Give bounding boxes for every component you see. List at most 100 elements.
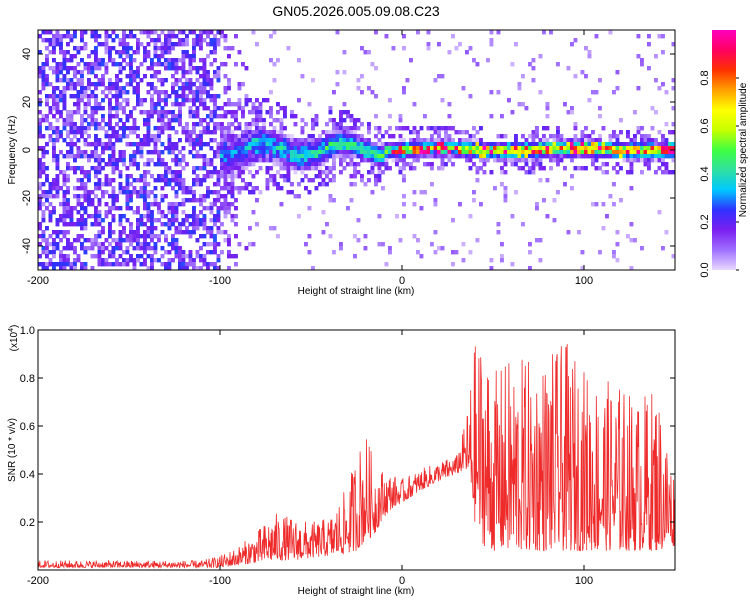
spectrogram-cell	[132, 230, 137, 235]
spectrogram-cell	[283, 158, 287, 163]
spectrogram-cell	[237, 122, 242, 127]
spectrogram-cell	[87, 142, 91, 147]
spectrogram-cell	[346, 206, 350, 211]
spectrogram-cell	[321, 230, 326, 235]
spectrogram-cell	[150, 222, 154, 227]
spectrogram-cell	[332, 166, 336, 171]
spectrogram-cell	[167, 138, 172, 143]
spectrogram-cell	[615, 170, 620, 175]
spectrogram-cell	[580, 266, 585, 271]
spectrogram-cell	[164, 66, 168, 71]
spectrogram-cell	[573, 154, 578, 159]
spectrogram-cell	[181, 74, 186, 79]
spectrogram-cell	[538, 158, 543, 163]
spectrogram-cell	[118, 206, 123, 211]
spectrogram-cell	[45, 206, 49, 211]
spectrogram-cell	[153, 102, 158, 107]
spectrogram-cell	[118, 254, 123, 259]
spectrogram-cell	[668, 154, 672, 159]
spectrogram-cell	[108, 194, 112, 199]
spectrogram-cell	[94, 54, 98, 59]
spectrogram-cell	[48, 122, 53, 127]
spectrogram-cell	[594, 142, 599, 147]
spectrogram-cell	[556, 190, 560, 195]
spectrogram-cell	[531, 166, 536, 171]
spectrogram-cell	[440, 162, 445, 167]
spectrogram-cell	[374, 134, 378, 139]
spectrogram-cell	[409, 138, 413, 143]
spectrogram-cell	[237, 174, 242, 179]
spectrogram-cell	[171, 246, 175, 251]
spectrogram-cell	[440, 146, 445, 151]
spectrogram-cell	[276, 142, 280, 147]
spectrogram-cell	[265, 130, 270, 135]
spectrogram-cell	[45, 198, 49, 203]
spectrogram-cell	[94, 186, 98, 191]
spectrogram-cell	[76, 166, 81, 171]
spectrogram-cell	[97, 122, 102, 127]
spectrogram-cell	[328, 154, 333, 159]
spectrogram-cell	[209, 130, 214, 135]
spectrogram-cell	[286, 142, 291, 147]
spectrogram-cell	[153, 150, 158, 155]
spectrogram-cell	[111, 146, 116, 151]
spectrogram-cell	[510, 154, 515, 159]
spectrogram-cell	[76, 150, 81, 155]
spectrogram-cell	[69, 78, 74, 83]
spectrogram-cell	[276, 134, 280, 139]
spectrogram-cell	[185, 78, 189, 83]
spectrogram-cell	[552, 198, 557, 203]
spectrogram-cell	[353, 118, 357, 123]
spectrogram-cell	[136, 90, 140, 95]
spectrogram-cell	[174, 66, 179, 71]
spectrogram-cell	[83, 62, 88, 67]
spectrogram-cell	[514, 190, 518, 195]
spectrogram-cell	[118, 230, 123, 235]
spectrogram-cell	[356, 146, 361, 151]
spectrogram-cell	[125, 166, 130, 171]
spectrogram-cell	[188, 62, 193, 67]
spectrogram-cell	[45, 58, 49, 63]
spectrogram-cell	[73, 126, 77, 131]
spectrogram-cell	[136, 246, 140, 251]
spectrogram-cell	[185, 34, 189, 39]
spectrogram-cell	[181, 94, 186, 99]
spectrogram-cell	[566, 150, 571, 155]
spectrogram-cell	[241, 178, 245, 183]
spectrogram-cell	[230, 154, 235, 159]
spectrogram-cell	[206, 194, 210, 199]
spectrogram-cell	[342, 134, 347, 139]
spectrogram-cell	[584, 150, 588, 155]
spectrogram-cell	[167, 126, 172, 131]
spectrogram-cell	[216, 122, 221, 127]
spectrogram-cell	[125, 118, 130, 123]
spectrogram-cell	[304, 242, 308, 247]
spectrogram-cell	[570, 106, 574, 111]
spectrogram-cell	[304, 166, 308, 171]
spectrogram-cells	[38, 30, 676, 271]
spectrogram-cell	[255, 154, 259, 159]
spectrogram-cell	[83, 142, 88, 147]
spectrogram-cell	[633, 238, 637, 243]
spectrogram-cell	[69, 34, 74, 39]
spectrogram-cell	[535, 134, 539, 139]
spectrogram-cell	[202, 66, 207, 71]
spectrogram-cell	[605, 150, 609, 155]
spectrogram-cell	[661, 82, 665, 87]
spectrogram-cell	[262, 138, 266, 143]
spectrogram-x-ticks: -200 -100 0 100	[27, 30, 593, 287]
spectrogram-cell	[178, 158, 182, 163]
spectrogram-cell	[223, 186, 228, 191]
spectrogram-cell	[416, 138, 420, 143]
spectrogram-cell	[230, 190, 235, 195]
spectrogram-cell	[66, 198, 70, 203]
spectrogram-cell	[188, 198, 193, 203]
spectrogram-cell	[94, 210, 98, 215]
spectrogram-cell	[97, 162, 102, 167]
spectrogram-cell	[230, 186, 235, 191]
spectrogram-cell	[304, 186, 308, 191]
spectrogram-cell	[174, 210, 179, 215]
spectrogram-cell	[55, 94, 60, 99]
spectrogram-cell	[342, 130, 347, 135]
spectrogram-cell	[90, 246, 95, 251]
